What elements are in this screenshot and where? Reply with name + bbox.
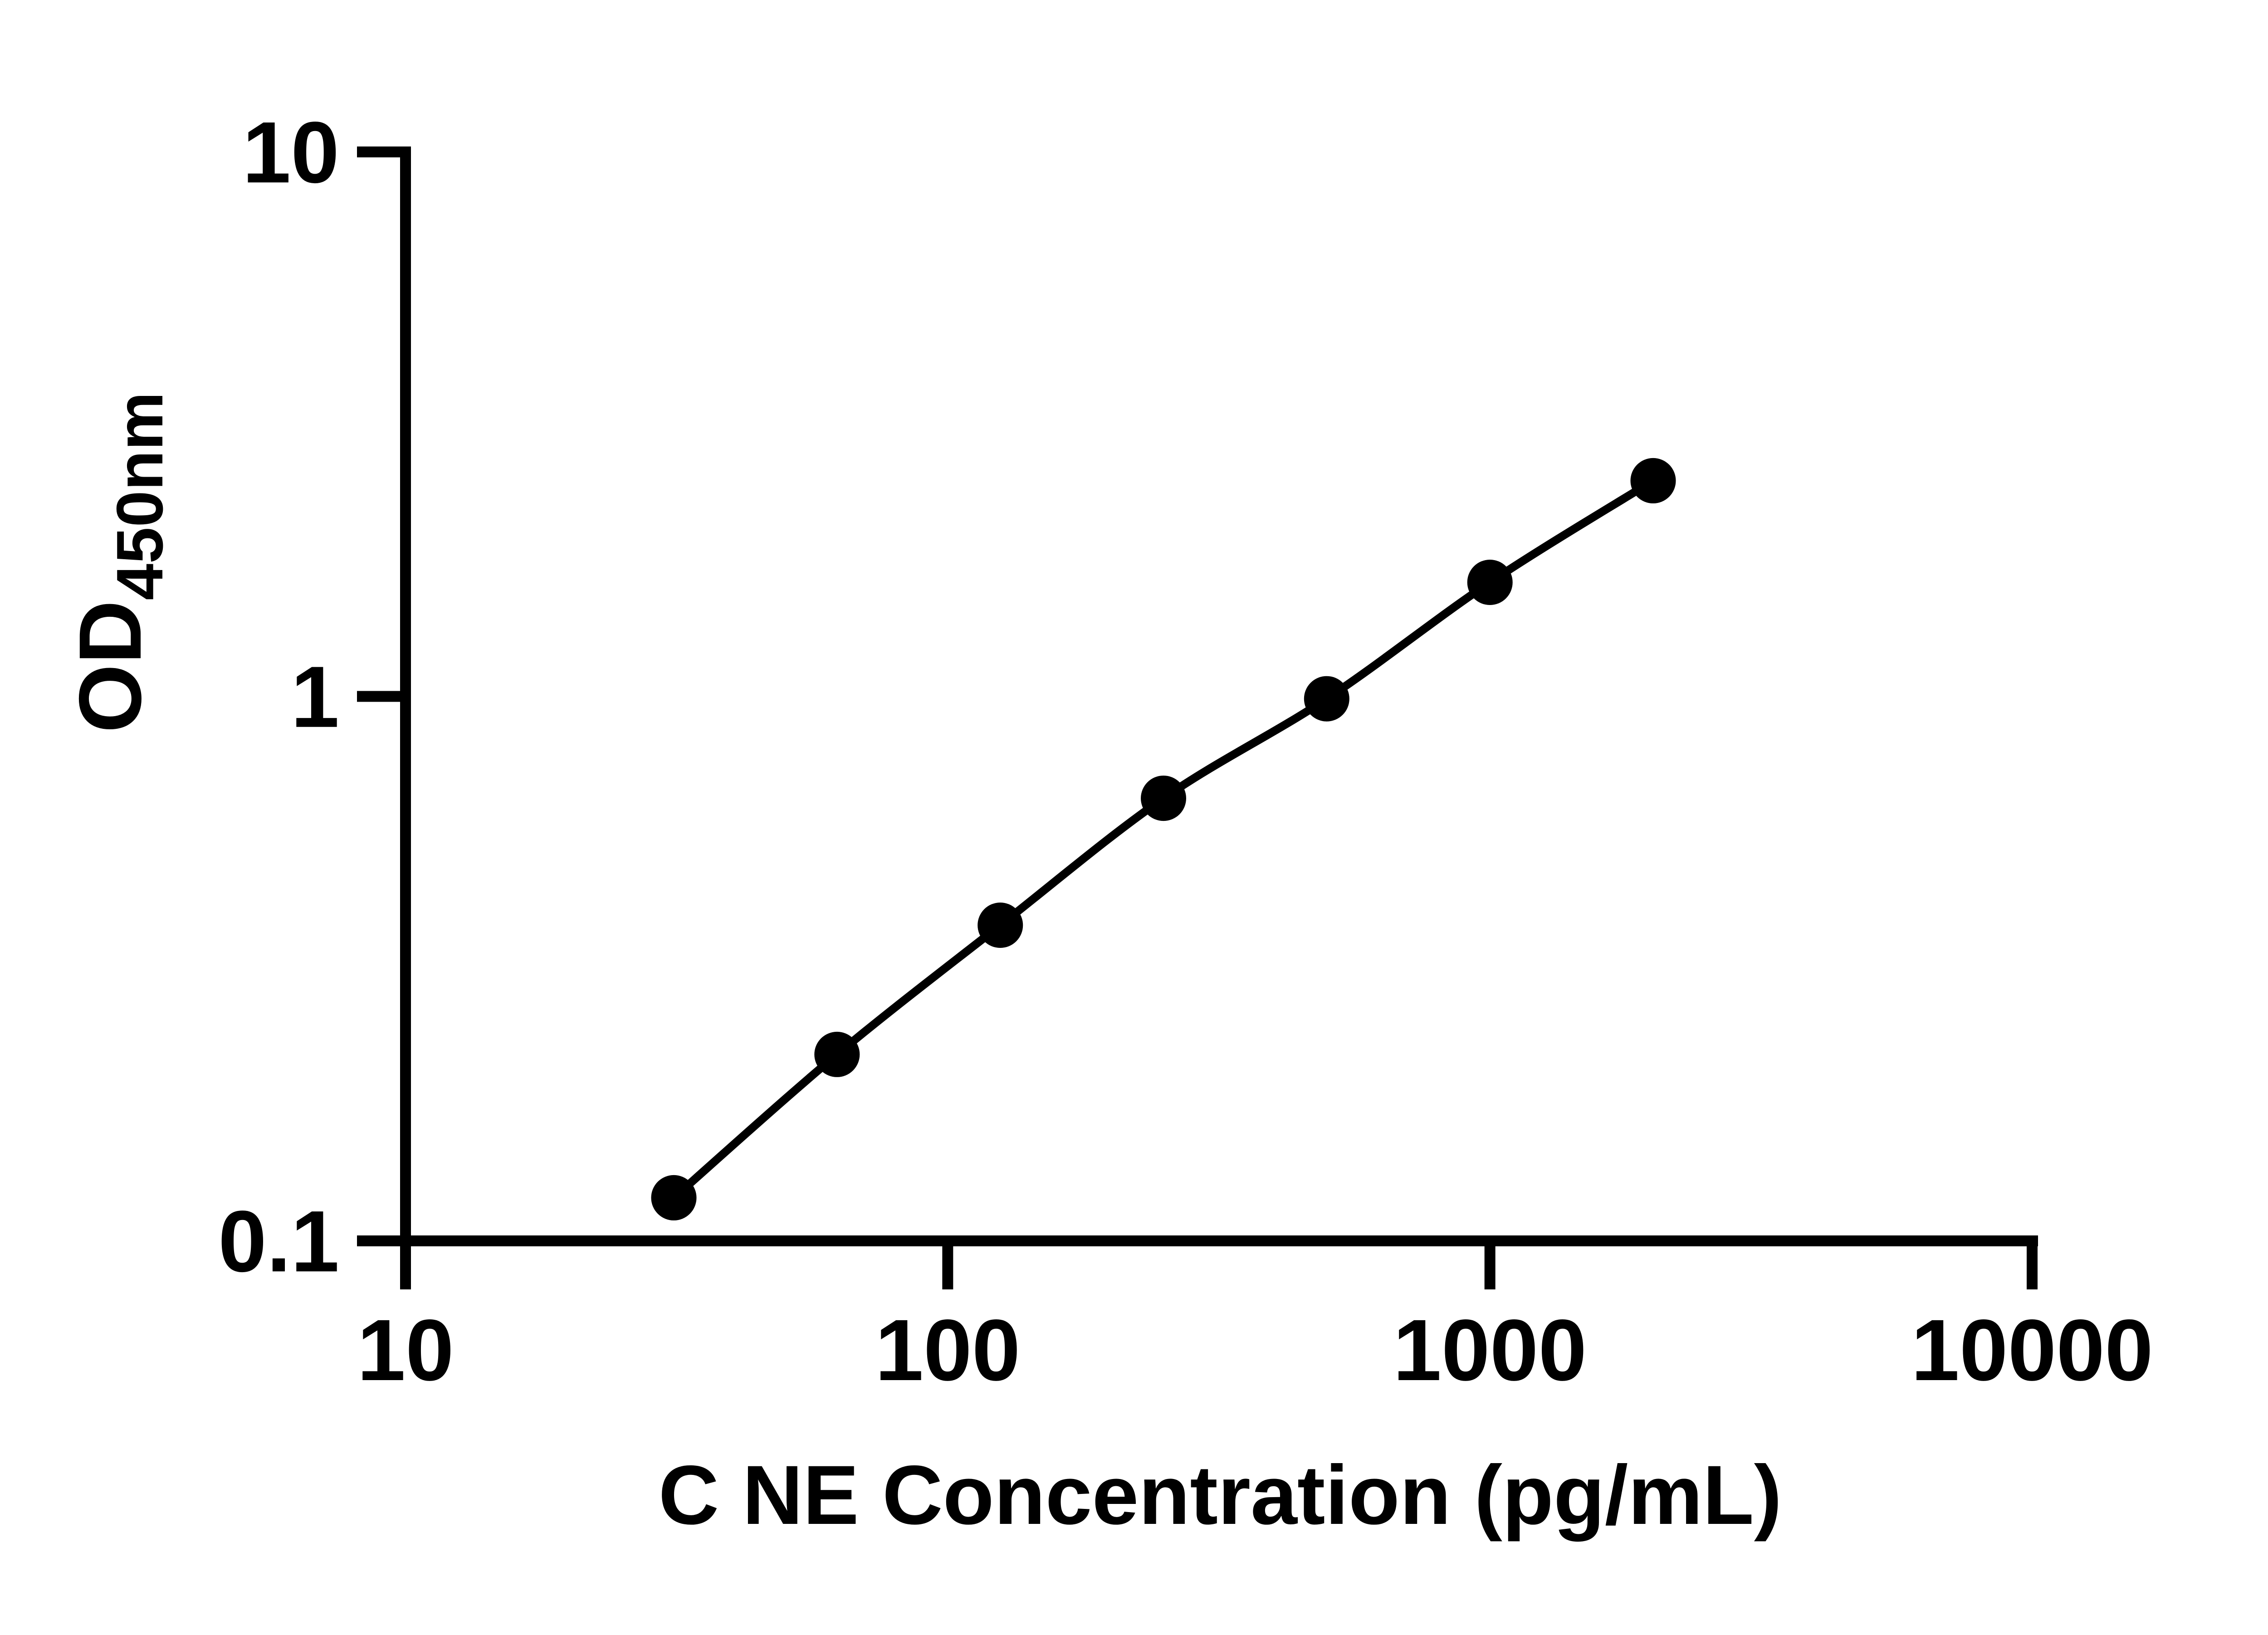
data-point <box>814 1031 860 1077</box>
data-point <box>1304 676 1349 722</box>
y-axis-tick-labels: 10 1 0.1 <box>218 103 339 1290</box>
axes <box>359 146 2038 1287</box>
data-point <box>651 1175 697 1220</box>
y-tick-label: 1 <box>291 648 339 746</box>
y-axis-title-subscript: 450nm <box>103 392 176 600</box>
x-tick-label: 100 <box>875 1301 1020 1399</box>
x-axis-ticks <box>400 1241 2038 1289</box>
y-axis-title: OD450nm <box>61 392 176 733</box>
data-point <box>1467 560 1513 605</box>
x-tick-label: 1000 <box>1393 1301 1587 1399</box>
data-series <box>651 458 1676 1220</box>
y-axis-ticks <box>357 146 406 1246</box>
y-tick-label: 0.1 <box>218 1192 339 1290</box>
y-axis-title-main: OD <box>61 600 160 733</box>
data-point <box>1630 458 1676 503</box>
data-point <box>978 903 1023 948</box>
x-axis-title: C NE Concentration (pg/mL) <box>659 1449 1782 1542</box>
y-tick-label: 10 <box>242 103 339 201</box>
data-point <box>1141 776 1186 821</box>
x-axis-tick-labels: 10 100 1000 10000 <box>357 1301 2153 1399</box>
x-tick-label: 10 <box>357 1301 454 1399</box>
x-tick-label: 10000 <box>1911 1301 2153 1399</box>
